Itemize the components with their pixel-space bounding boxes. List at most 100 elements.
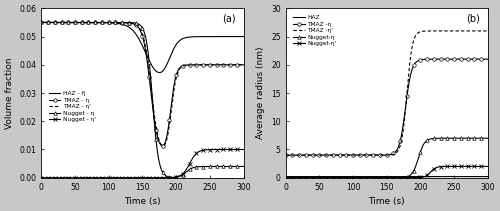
- HAZ: [481, 175, 487, 178]
- TMAZ - η': [38, 21, 44, 24]
- Text: (b): (b): [466, 14, 479, 23]
- HAZ - η̅: [124, 25, 130, 28]
- Nugget-η: [459, 137, 465, 139]
- TMAZ - η: [116, 21, 122, 24]
- Nugget - η': [240, 148, 246, 151]
- TMAZ -η': [318, 154, 324, 156]
- Nugget - η': [236, 148, 242, 151]
- TMAZ -η: [481, 58, 487, 60]
- Nugget - η': [215, 148, 221, 151]
- Text: (a): (a): [222, 14, 235, 23]
- Legend: HAZ - η̅, TMAZ - η, TMAZ - η', Nugget - η, Nugget - η': HAZ - η̅, TMAZ - η, TMAZ - η', Nugget - …: [48, 90, 96, 123]
- HAZ - η̅: [215, 35, 221, 38]
- HAZ: [282, 175, 288, 178]
- HAZ: [369, 175, 375, 178]
- Nugget-η: [360, 176, 366, 179]
- TMAZ - η: [215, 64, 221, 66]
- Line: TMAZ - η': TMAZ - η': [42, 23, 243, 146]
- HAZ: [459, 175, 465, 178]
- Nugget-η: [282, 176, 288, 179]
- TMAZ -η': [369, 154, 375, 156]
- Nugget - η: [116, 21, 122, 24]
- TMAZ - η': [62, 21, 68, 24]
- TMAZ - η: [74, 21, 80, 24]
- TMAZ - η': [124, 22, 130, 24]
- Nugget - η: [62, 21, 68, 24]
- Nugget - η': [74, 176, 80, 179]
- Nugget - η: [215, 165, 221, 168]
- TMAZ -η': [459, 30, 465, 32]
- X-axis label: Time (s): Time (s): [368, 197, 405, 206]
- TMAZ -η: [318, 154, 324, 156]
- HAZ - η̅: [74, 21, 80, 24]
- Nugget - η: [124, 21, 130, 24]
- Nugget - η: [38, 21, 44, 24]
- HAZ - η̅: [62, 21, 68, 24]
- Line: Nugget-η: Nugget-η: [286, 138, 488, 178]
- TMAZ - η: [38, 21, 44, 24]
- TMAZ - η: [160, 145, 166, 147]
- Line: TMAZ -η': TMAZ -η': [286, 31, 488, 155]
- Line: Nugget - η': Nugget - η': [42, 150, 243, 178]
- Line: Nugget-η': Nugget-η': [286, 166, 488, 178]
- TMAZ -η: [360, 154, 366, 156]
- HAZ - η̅: [38, 21, 44, 24]
- Nugget - η': [38, 176, 44, 179]
- TMAZ - η': [160, 145, 166, 147]
- Nugget-η: [481, 137, 487, 139]
- Nugget - η': [124, 176, 130, 179]
- TMAZ -η': [360, 154, 366, 156]
- TMAZ - η': [74, 21, 80, 24]
- Nugget - η: [74, 21, 80, 24]
- Legend: HAZ, TMAZ -η, TMAZ -η', Nugget-η, Nugget-η': HAZ, TMAZ -η, TMAZ -η', Nugget-η, Nugget…: [292, 15, 337, 47]
- Y-axis label: Volume fraction: Volume fraction: [5, 57, 14, 129]
- Line: TMAZ - η: TMAZ - η: [42, 23, 243, 146]
- HAZ: [485, 175, 491, 178]
- HAZ - η̅: [236, 35, 242, 38]
- TMAZ -η: [459, 58, 465, 60]
- TMAZ -η': [485, 30, 491, 32]
- Nugget-η: [306, 176, 312, 179]
- TMAZ -η': [282, 154, 288, 156]
- HAZ: [306, 175, 312, 178]
- TMAZ - η: [236, 64, 242, 66]
- Nugget-η': [306, 176, 312, 179]
- Y-axis label: Average radius (nm): Average radius (nm): [256, 47, 266, 139]
- TMAZ - η: [62, 21, 68, 24]
- Nugget-η: [485, 137, 491, 139]
- TMAZ -η: [306, 154, 312, 156]
- TMAZ - η': [240, 64, 246, 66]
- TMAZ - η': [116, 21, 122, 24]
- Nugget - η: [236, 165, 242, 168]
- HAZ: [318, 175, 324, 178]
- TMAZ -η: [369, 154, 375, 156]
- Line: TMAZ -η: TMAZ -η: [286, 59, 488, 155]
- TMAZ -η': [306, 154, 312, 156]
- Nugget - η': [116, 176, 122, 179]
- Nugget - η: [240, 165, 246, 168]
- Nugget-η: [369, 176, 375, 179]
- TMAZ - η: [240, 64, 246, 66]
- Nugget-η': [318, 176, 324, 179]
- Line: HAZ - η̅: HAZ - η̅: [42, 23, 243, 73]
- Line: Nugget - η: Nugget - η: [42, 23, 243, 177]
- Nugget-η': [459, 165, 465, 168]
- TMAZ -η': [481, 30, 487, 32]
- Nugget - η: [170, 176, 176, 179]
- Nugget - η': [62, 176, 68, 179]
- TMAZ - η': [215, 64, 221, 66]
- TMAZ - η: [124, 22, 130, 24]
- Nugget-η': [481, 165, 487, 168]
- HAZ: [360, 175, 366, 178]
- TMAZ - η': [236, 64, 242, 66]
- Nugget-η: [318, 176, 324, 179]
- Nugget-η': [360, 176, 366, 179]
- TMAZ -η: [282, 154, 288, 156]
- HAZ - η̅: [240, 35, 246, 38]
- TMAZ -η: [485, 58, 491, 60]
- HAZ - η̅: [116, 22, 122, 25]
- X-axis label: Time (s): Time (s): [124, 197, 160, 206]
- Nugget-η': [282, 176, 288, 179]
- Nugget-η': [369, 176, 375, 179]
- Nugget-η': [485, 165, 491, 168]
